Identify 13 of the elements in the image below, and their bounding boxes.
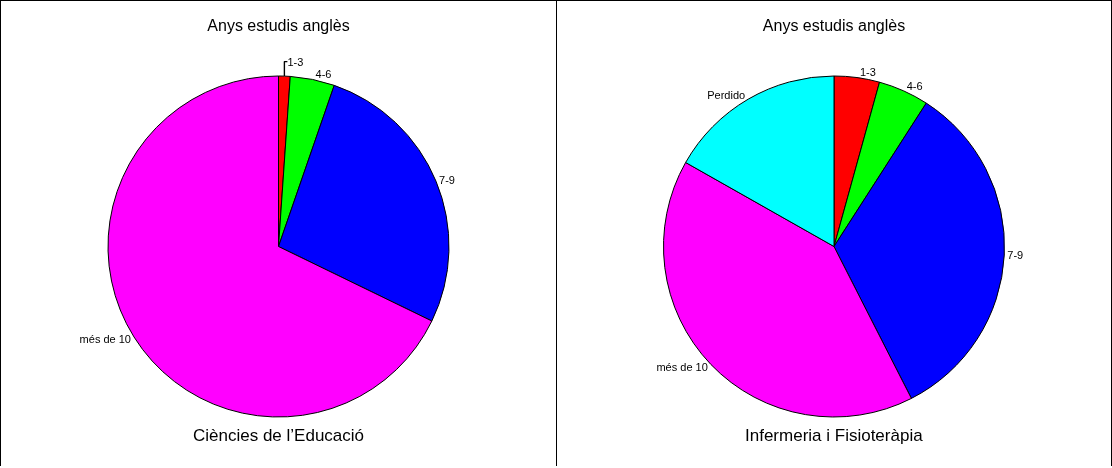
text: Infermeria i Fisioteràpia xyxy=(745,426,924,445)
slice-label: 7-9 xyxy=(1007,249,1024,262)
slice-label: més de 10 xyxy=(656,361,708,374)
chart-title: Anys estudis anglès xyxy=(762,16,906,34)
slice-label: 4-6 xyxy=(906,79,923,92)
slice-label: 7-9 xyxy=(439,174,455,187)
slice-label: 4-6 xyxy=(315,67,332,80)
slice-label: 1-3 xyxy=(859,65,876,78)
text: Ciències de l’Educació xyxy=(193,426,365,445)
slice-label: 1-3 xyxy=(287,55,304,68)
slice-label: més de 10 xyxy=(79,332,131,345)
slice-label: Perdido xyxy=(707,88,746,101)
chart-title: Anys estudis anglès xyxy=(207,16,350,34)
